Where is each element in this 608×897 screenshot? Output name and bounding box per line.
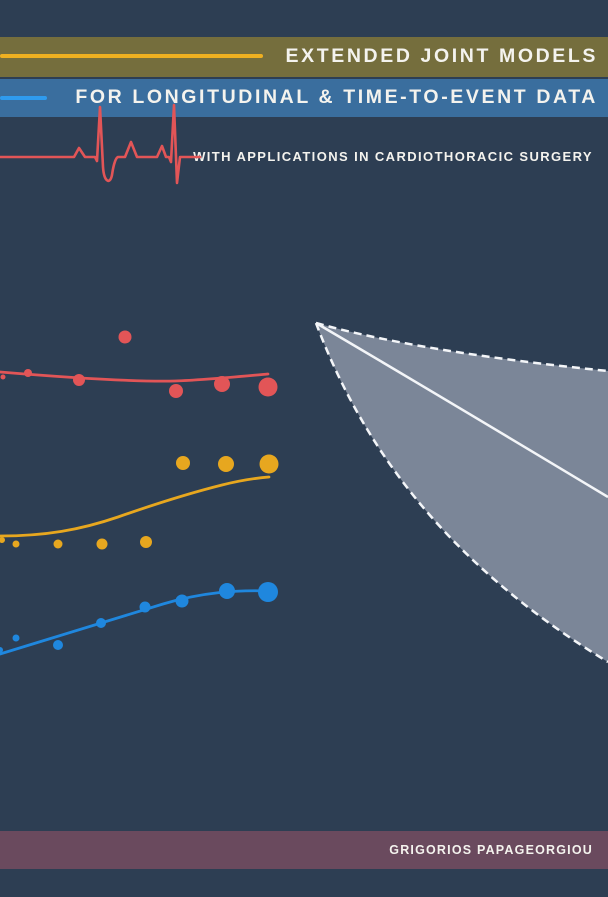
data-point (12, 540, 20, 548)
data-point (258, 377, 278, 397)
data-point (214, 376, 230, 392)
data-point (258, 582, 278, 602)
data-point (169, 384, 183, 398)
data-point (73, 374, 85, 386)
author-band: GRIGORIOS PAPAGEORGIOU (0, 831, 608, 869)
data-point (218, 456, 234, 472)
data-point (53, 539, 63, 549)
subtitle-band: FOR LONGITUDINAL & TIME-TO-EVENT DATA (0, 79, 608, 117)
title-line-2: FOR LONGITUDINAL & TIME-TO-EVENT DATA (75, 86, 598, 109)
subtitle-caption: WITH APPLICATIONS IN CARDIOTHORACIC SURG… (193, 149, 593, 164)
cone-upper-dashed-line (315, 321, 608, 373)
data-point (219, 583, 235, 599)
azure-accent-line (0, 96, 47, 100)
data-point (96, 618, 106, 628)
series-red-subject (0, 330, 278, 398)
data-point (53, 640, 63, 650)
data-point (175, 594, 189, 608)
data-point (259, 454, 279, 474)
data-point (140, 536, 152, 548)
data-point (176, 456, 190, 470)
prediction-cone (314, 321, 608, 664)
data-point (24, 369, 32, 377)
cone-mean-line (315, 321, 608, 499)
series-line (0, 475, 271, 538)
cone-fill (316, 323, 608, 662)
data-point (12, 634, 20, 642)
data-point (0, 374, 6, 380)
title-line-1: EXTENDED JOINT MODELS (285, 45, 598, 68)
author-name: GRIGORIOS PAPAGEORGIOU (389, 842, 593, 857)
data-point (0, 647, 3, 653)
data-point (0, 537, 5, 543)
series-line (0, 370, 270, 383)
series-blue-subject (0, 582, 278, 656)
series-line (0, 589, 270, 656)
data-point (139, 601, 151, 613)
cone-lower-dashed-line (314, 322, 608, 664)
gold-accent-line (0, 54, 263, 58)
data-point (118, 330, 132, 344)
data-point (96, 538, 108, 550)
series-yellow-subject (0, 454, 279, 550)
